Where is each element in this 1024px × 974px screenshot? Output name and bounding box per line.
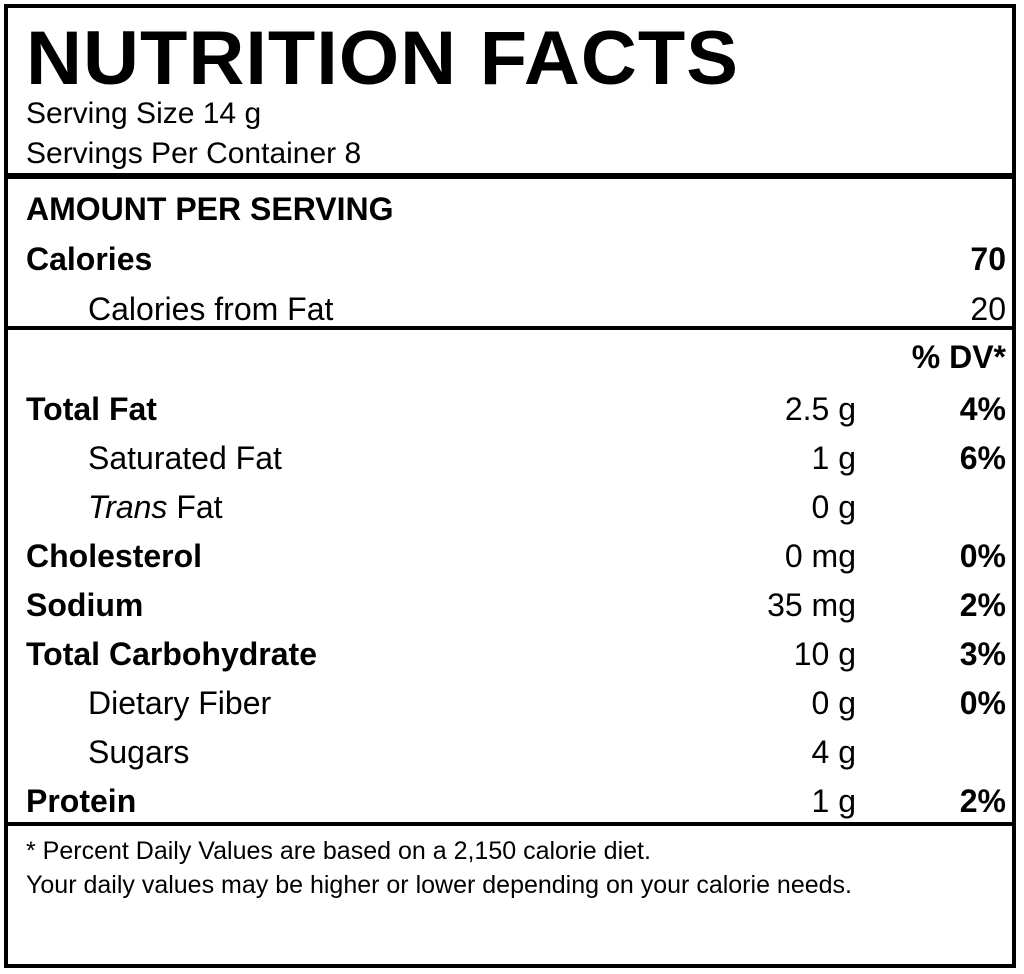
nutrient-label: Protein bbox=[26, 783, 137, 819]
nutrient-row-dietary-fiber: Dietary Fiber 0 g 0% bbox=[8, 682, 1012, 724]
nutrient-amount: 1 g bbox=[811, 783, 856, 819]
nutrient-label: Sodium bbox=[26, 587, 144, 623]
calories-from-fat-label: Calories from Fat bbox=[88, 291, 334, 327]
nutrient-label-rest: Fat bbox=[167, 489, 223, 525]
nutrient-row-trans-fat: Trans Fat 0 g bbox=[8, 486, 1012, 528]
calories-value: 70 bbox=[970, 241, 1006, 277]
nutrient-amount: 0 mg bbox=[784, 538, 856, 574]
nutrient-label: Total Fat bbox=[26, 391, 157, 427]
nutrient-amount: 4 g bbox=[811, 734, 856, 770]
serving-size: Serving Size 14 g bbox=[26, 97, 262, 130]
daily-value-header: % DV* bbox=[911, 339, 1006, 375]
footnote: * Percent Daily Values are based on a 2,… bbox=[26, 834, 986, 902]
nutrient-dv: 3% bbox=[959, 636, 1006, 672]
nutrient-row-sugars: Sugars 4 g bbox=[8, 731, 1012, 773]
nutrient-amount: 35 mg bbox=[767, 587, 856, 623]
label-title: NUTRITION FACTS bbox=[26, 16, 739, 101]
nutrient-row-total-carbohydrate: Total Carbohydrate 10 g 3% bbox=[8, 633, 1012, 675]
nutrient-label: Total Carbohydrate bbox=[26, 636, 317, 672]
nutrient-row-cholesterol: Cholesterol 0 mg 0% bbox=[8, 535, 1012, 577]
nutrient-amount: 0 g bbox=[811, 489, 856, 525]
nutrient-dv: 2% bbox=[959, 587, 1006, 623]
nutrient-label: Trans Fat bbox=[88, 486, 223, 528]
nutrient-row-protein: Protein 1 g 2% bbox=[8, 780, 1012, 822]
footnote-line-1: * Percent Daily Values are based on a 2,… bbox=[26, 837, 651, 865]
nutrient-dv: 6% bbox=[959, 440, 1006, 476]
footnote-line-2: Your daily values may be higher or lower… bbox=[26, 871, 852, 899]
nutrient-amount: 1 g bbox=[811, 440, 856, 476]
nutrient-dv: 0% bbox=[959, 685, 1006, 721]
calories-from-fat-value: 20 bbox=[970, 291, 1006, 327]
nutrient-dv: 0% bbox=[959, 538, 1006, 574]
nutrient-amount: 10 g bbox=[793, 636, 856, 672]
nutrient-dv: 2% bbox=[959, 783, 1006, 819]
nutrient-row-sodium: Sodium 35 mg 2% bbox=[8, 584, 1012, 626]
nutrient-row-saturated-fat: Saturated Fat 1 g 6% bbox=[8, 437, 1012, 479]
nutrient-amount: 2.5 g bbox=[784, 391, 856, 427]
thick-divider bbox=[8, 173, 1012, 179]
nutrient-dv: 4% bbox=[959, 391, 1006, 427]
calories-label: Calories bbox=[26, 241, 153, 277]
servings-per-container: Servings Per Container 8 bbox=[26, 137, 362, 170]
nutrient-label: Cholesterol bbox=[26, 538, 203, 574]
nutrition-label: NUTRITION FACTS Serving Size 14 g Servin… bbox=[4, 4, 1016, 968]
divider bbox=[8, 822, 1012, 826]
nutrient-amount: 0 g bbox=[811, 685, 856, 721]
divider bbox=[8, 326, 1012, 330]
amount-per-serving-header: AMOUNT PER SERVING bbox=[26, 191, 394, 227]
nutrient-label: Saturated Fat bbox=[88, 440, 282, 476]
nutrient-row-total-fat: Total Fat 2.5 g 4% bbox=[8, 388, 1012, 430]
nutrient-label: Sugars bbox=[88, 734, 190, 770]
nutrient-label-italic: Trans bbox=[88, 489, 168, 525]
nutrient-label: Dietary Fiber bbox=[88, 685, 272, 721]
